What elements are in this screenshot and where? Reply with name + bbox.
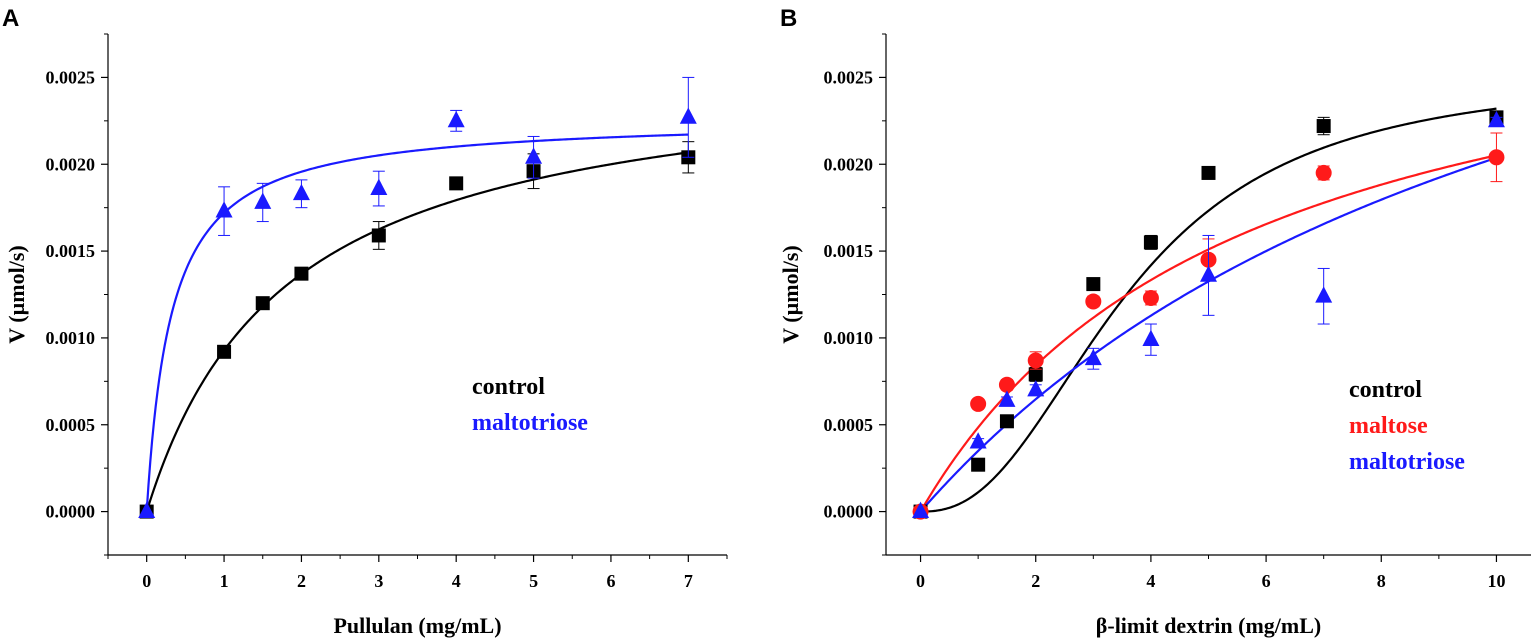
data-point-maltotriose (292, 183, 310, 201)
data-point-maltotriose (1084, 348, 1102, 366)
y-tick-label: 0.0005 (46, 415, 96, 435)
y-tick-label: 0.0010 (824, 328, 874, 348)
data-point-maltose (970, 395, 987, 412)
x-tick-label: 8 (1377, 571, 1386, 591)
y-tick-label: 0.0000 (46, 502, 96, 522)
panel-label: A (2, 5, 19, 32)
y-tick-label: 0.0020 (824, 154, 874, 174)
x-tick-label: 10 (1487, 571, 1505, 591)
x-tick-label: 6 (1262, 571, 1271, 591)
x-tick-label: 5 (529, 571, 538, 591)
data-point-maltose (1085, 293, 1102, 310)
legend-entry-maltotriose: maltotriose (1349, 449, 1465, 475)
fit-curve-control (920, 107, 1497, 513)
data-point-control (449, 176, 464, 191)
data-point-maltotriose (138, 501, 156, 518)
data-point-maltose (1315, 164, 1332, 181)
data-point-maltotriose (1487, 110, 1505, 128)
x-tick-label: 6 (606, 571, 615, 591)
x-tick-label: 4 (452, 571, 461, 591)
x-tick-label: 7 (684, 571, 693, 591)
data-point-control (1201, 165, 1216, 180)
data-point-maltose (1142, 289, 1159, 306)
x-tick-label: 0 (142, 571, 151, 591)
x-tick-label: 3 (374, 571, 383, 591)
data-point-maltotriose (525, 147, 543, 164)
data-point-maltotriose (969, 432, 987, 449)
data-point-maltose (998, 376, 1015, 393)
y-tick-label: 0.0005 (824, 415, 874, 435)
fit-curve-control (145, 151, 689, 512)
data-point-maltotriose (447, 110, 465, 128)
data-point-control (1086, 277, 1101, 292)
data-point-control (217, 344, 232, 359)
data-point-control (255, 296, 270, 311)
chart-panel-b: B 0.0000 0.0005 0.0010 0.0015 0.0020 0.0025 0 2 4… (778, 5, 1531, 638)
data-point-control (1028, 367, 1043, 382)
legend-entry-control: control (472, 374, 545, 400)
data-point-maltose (1027, 352, 1044, 369)
x-tick-label: 2 (1031, 571, 1040, 591)
panel-label: B (780, 5, 797, 32)
legend-entry-control: control (1349, 377, 1422, 403)
data-point-maltose (1488, 149, 1505, 166)
x-tick-label: 0 (916, 571, 925, 591)
y-tick-label: 0.0020 (46, 154, 96, 174)
y-tick-label: 0.0010 (46, 328, 96, 348)
data-point-maltotriose (1200, 265, 1217, 282)
fit-curve-maltotriose (145, 133, 689, 512)
data-point-maltotriose (679, 107, 697, 124)
data-point-maltotriose (215, 201, 233, 218)
y-tick-label: 0.0015 (824, 241, 874, 261)
data-point-maltotriose (998, 390, 1016, 407)
y-axis-title: V (µmol/s) (4, 245, 29, 343)
data-point-maltotriose (254, 192, 272, 209)
data-point-control (1143, 235, 1158, 250)
data-point-control (971, 457, 986, 472)
data-point-control (999, 414, 1014, 429)
data-point-maltotriose (1027, 380, 1045, 397)
data-point-control (1316, 119, 1331, 134)
data-point-control (294, 266, 309, 281)
y-tick-label: 0.0025 (824, 67, 874, 87)
data-point-maltotriose (912, 501, 930, 518)
y-tick-label: 0.0025 (46, 67, 96, 87)
y-tick-label: 0.0000 (824, 502, 874, 522)
data-point-maltotriose (1142, 329, 1160, 347)
data-point-maltotriose (1315, 286, 1333, 303)
chart-panel-a: A 0.0000 0.0005 0.0010 0.0015 0.0020 0.0025 0 1 2… (2, 5, 728, 638)
legend-entry-maltose: maltose (1349, 413, 1428, 439)
x-tick-label: 1 (220, 571, 229, 591)
x-axis-title: Pullulan (mg/mL) (333, 613, 501, 638)
data-point-maltotriose (370, 178, 388, 195)
x-tick-label: 4 (1146, 571, 1155, 591)
data-point-control (371, 228, 386, 243)
y-tick-label: 0.0015 (46, 241, 96, 261)
x-axis-title: β-limit dextrin (mg/mL) (1096, 613, 1321, 638)
x-tick-label: 2 (297, 571, 306, 591)
legend-entry-maltotriose: maltotriose (472, 410, 588, 436)
y-axis-title: V (µmol/s) (778, 245, 803, 343)
